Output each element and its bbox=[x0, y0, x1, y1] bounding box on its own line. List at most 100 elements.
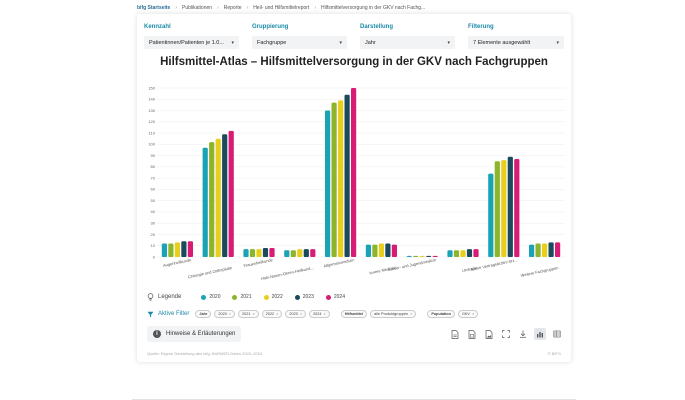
legend-entry[interactable]: 2021 bbox=[232, 294, 252, 300]
bar[interactable] bbox=[447, 250, 453, 257]
filterung-select[interactable]: 7 Elemente ausgewählt ▾ bbox=[468, 36, 564, 49]
active-filters-label: Aktive Filter bbox=[158, 311, 190, 317]
filter-key-chip[interactable]: Hilfsmittel bbox=[340, 310, 368, 318]
bar[interactable] bbox=[262, 247, 269, 257]
legend-entry[interactable]: 2020 bbox=[201, 294, 220, 300]
bar[interactable] bbox=[501, 160, 507, 257]
bar[interactable] bbox=[514, 158, 520, 257]
download-icon bbox=[520, 330, 526, 338]
bar[interactable] bbox=[391, 244, 397, 257]
bar[interactable] bbox=[473, 249, 479, 257]
bar[interactable] bbox=[548, 242, 554, 257]
fullscreen-button[interactable] bbox=[500, 328, 512, 340]
bar[interactable] bbox=[161, 243, 167, 257]
bar[interactable] bbox=[542, 243, 548, 257]
bar[interactable] bbox=[507, 156, 513, 257]
bar[interactable] bbox=[222, 134, 228, 257]
close-icon[interactable]: × bbox=[410, 312, 413, 316]
download-button[interactable] bbox=[517, 328, 529, 340]
bar[interactable] bbox=[372, 244, 378, 257]
bar[interactable] bbox=[297, 249, 303, 257]
bar[interactable] bbox=[187, 241, 193, 257]
breadcrumb-report[interactable]: Heil- und Hilfsmittelreport bbox=[253, 5, 310, 11]
bar[interactable] bbox=[303, 249, 309, 257]
bar[interactable] bbox=[535, 243, 541, 257]
close-icon[interactable]: × bbox=[471, 312, 475, 316]
bar[interactable] bbox=[284, 250, 290, 257]
bar[interactable] bbox=[215, 138, 221, 257]
chart-view-button[interactable] bbox=[534, 328, 546, 340]
bar[interactable] bbox=[344, 94, 350, 257]
bar[interactable] bbox=[338, 100, 344, 257]
bar[interactable] bbox=[406, 255, 412, 257]
filter-key-chip[interactable]: Population bbox=[427, 310, 455, 318]
filter-value-chip[interactable]: alle Produktgruppen × bbox=[370, 310, 417, 318]
kennzahl-select[interactable]: Patientinnen/Patienten je 1.0... ▾ bbox=[144, 36, 239, 49]
y-tick-label: 130 bbox=[148, 108, 155, 113]
bar[interactable] bbox=[488, 173, 494, 257]
bar[interactable] bbox=[202, 147, 208, 257]
bar[interactable] bbox=[453, 250, 460, 257]
legend-entry[interactable]: 2024 bbox=[325, 294, 345, 300]
bar[interactable] bbox=[432, 255, 438, 257]
bar[interactable] bbox=[385, 243, 391, 257]
filter-value-chip[interactable]: GKV × bbox=[457, 310, 479, 318]
breadcrumb-publikationen[interactable]: Publikationen bbox=[182, 5, 213, 11]
filter-key-label: Hilfsmittel bbox=[344, 312, 364, 316]
table-view-button[interactable] bbox=[551, 328, 563, 340]
bar[interactable] bbox=[310, 249, 316, 257]
bar[interactable] bbox=[460, 250, 466, 257]
image-export-button[interactable] bbox=[483, 328, 495, 340]
legend-dot bbox=[263, 294, 269, 300]
close-icon[interactable]: × bbox=[252, 312, 255, 316]
close-icon[interactable]: × bbox=[299, 312, 303, 316]
breadcrumb-home[interactable]: bifg Startseite bbox=[137, 5, 171, 11]
bar[interactable] bbox=[269, 247, 275, 257]
bar[interactable] bbox=[413, 255, 419, 257]
filter-value-chip[interactable]: 2022 × bbox=[261, 310, 283, 318]
bar[interactable] bbox=[555, 242, 561, 257]
bar[interactable] bbox=[529, 244, 535, 257]
bar[interactable] bbox=[209, 142, 215, 257]
csv-export-button[interactable] bbox=[466, 328, 478, 340]
gruppierung-select[interactable]: Fachgruppe ▾ bbox=[252, 36, 347, 49]
bar[interactable] bbox=[331, 102, 337, 257]
bar[interactable] bbox=[181, 241, 187, 257]
close-icon[interactable]: × bbox=[228, 312, 232, 316]
bar[interactable] bbox=[256, 249, 262, 257]
notes-button[interactable]: i Hinweise & Erläuterungen bbox=[147, 326, 242, 342]
bar[interactable] bbox=[494, 161, 500, 257]
bar[interactable] bbox=[243, 249, 249, 257]
legend-entry[interactable]: 2023 bbox=[294, 294, 314, 300]
filter-group: Jahr 2020 × 2021 × 2022 × 2023 × 2024 × bbox=[195, 310, 332, 318]
breadcrumb-reporte[interactable]: Reporte bbox=[223, 5, 242, 11]
bar[interactable] bbox=[174, 242, 180, 257]
filter-group: Population GKV × bbox=[427, 310, 481, 318]
close-icon[interactable]: × bbox=[323, 312, 326, 316]
legend-entry-label: 2022 bbox=[271, 294, 283, 300]
filter-value-chip[interactable]: 2024 × bbox=[309, 310, 330, 318]
darstellung-label: Darstellung bbox=[360, 24, 394, 30]
bar[interactable] bbox=[378, 243, 384, 257]
filter-value-chip[interactable]: 2021 × bbox=[238, 310, 259, 318]
bar[interactable] bbox=[466, 249, 473, 257]
bar[interactable] bbox=[290, 250, 296, 257]
bar[interactable] bbox=[228, 130, 234, 257]
bar[interactable] bbox=[325, 110, 331, 258]
legend-entry[interactable]: 2022 bbox=[263, 294, 283, 300]
chart-title: Hilfsmittel-Atlas – Hilfsmittelversorgun… bbox=[160, 56, 548, 68]
pdf-export-button[interactable] bbox=[449, 328, 461, 340]
y-tick-label: 10 bbox=[151, 243, 156, 248]
bar[interactable] bbox=[168, 243, 174, 257]
filter-value-chip[interactable]: 2023 × bbox=[285, 310, 307, 318]
filter-value-chip[interactable]: 2020 × bbox=[214, 310, 236, 318]
close-icon[interactable]: × bbox=[276, 312, 279, 316]
filter-key-chip[interactable]: Jahr bbox=[195, 310, 212, 318]
bar[interactable] bbox=[249, 249, 256, 257]
bar[interactable] bbox=[351, 88, 357, 257]
bar[interactable] bbox=[426, 255, 432, 257]
darstellung-select[interactable]: Jahr ▾ bbox=[360, 36, 455, 49]
bar[interactable] bbox=[419, 255, 425, 257]
bar[interactable] bbox=[365, 244, 371, 257]
y-tick-label: 60 bbox=[151, 187, 156, 192]
